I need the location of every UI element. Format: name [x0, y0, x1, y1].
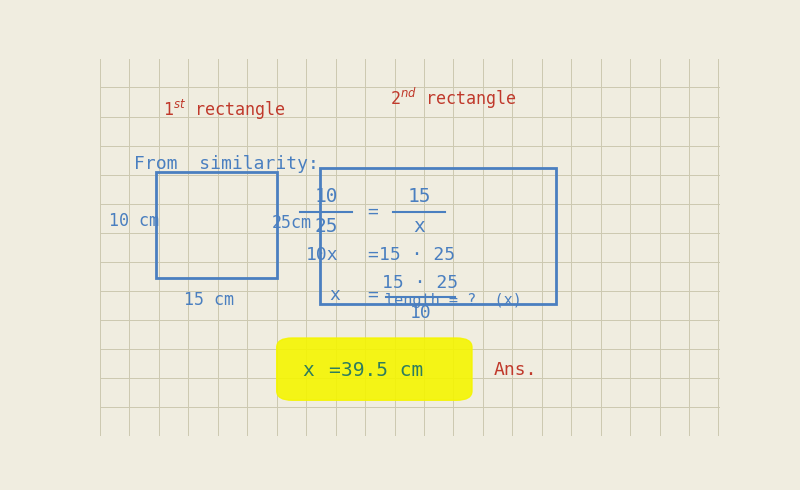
- Text: 25: 25: [314, 217, 338, 236]
- Text: 15 cm: 15 cm: [183, 291, 234, 309]
- Text: 10: 10: [410, 304, 431, 322]
- Text: =: =: [328, 361, 340, 380]
- Text: x: x: [302, 361, 314, 380]
- Text: length = ?  (x): length = ? (x): [386, 293, 522, 308]
- Text: x: x: [329, 286, 340, 304]
- Bar: [320, 168, 556, 304]
- Text: 10: 10: [314, 187, 338, 206]
- Text: 15: 15: [407, 187, 431, 206]
- FancyBboxPatch shape: [277, 338, 472, 400]
- Text: 25cm: 25cm: [272, 214, 312, 232]
- Text: 15 · 25: 15 · 25: [382, 274, 458, 293]
- Text: =: =: [367, 286, 378, 304]
- Text: 1$^{st}$ rectangle: 1$^{st}$ rectangle: [162, 98, 286, 122]
- Text: x: x: [414, 217, 425, 236]
- Text: =: =: [367, 202, 378, 220]
- Bar: [156, 172, 277, 278]
- Text: =: =: [367, 246, 378, 264]
- Text: From  similarity:: From similarity:: [134, 155, 319, 173]
- Text: 10 cm: 10 cm: [109, 212, 159, 230]
- Text: 2$^{nd}$ rectangle: 2$^{nd}$ rectangle: [390, 86, 517, 111]
- Text: 39.5 cm: 39.5 cm: [341, 361, 423, 380]
- Text: 10x: 10x: [306, 246, 338, 264]
- Text: 15 · 25: 15 · 25: [379, 246, 455, 264]
- Text: Ans.: Ans.: [494, 361, 538, 379]
